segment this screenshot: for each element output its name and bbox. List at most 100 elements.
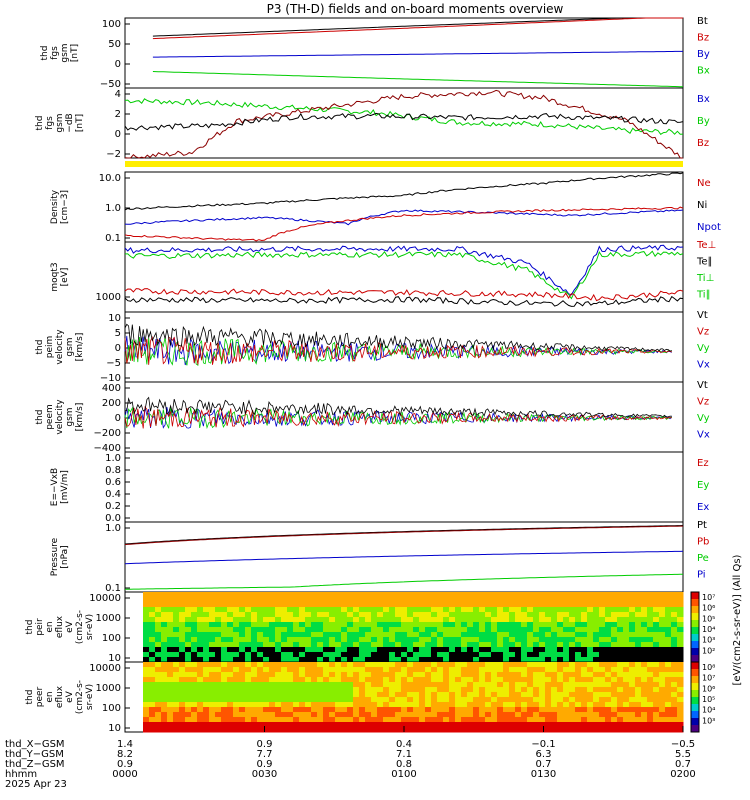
heatmap-cell: [467, 712, 474, 718]
heatmap-cell: [269, 642, 276, 648]
y-axis-label: thd: [35, 116, 45, 131]
heatmap-cell: [179, 657, 186, 663]
heatmap-cell: [353, 692, 360, 698]
heatmap-cell: [209, 647, 216, 653]
heatmap-cell: [227, 687, 234, 693]
heatmap-cell: [509, 707, 516, 713]
heatmap-cell: [149, 717, 156, 723]
heatmap-cell: [143, 692, 150, 698]
heatmap-cell: [395, 592, 402, 598]
heatmap-cell: [461, 617, 468, 623]
heatmap-cell: [251, 722, 258, 728]
heatmap-cell: [341, 707, 348, 713]
heatmap-cell: [377, 637, 384, 643]
heatmap-cell: [479, 597, 486, 603]
heatmap-cell: [527, 637, 534, 643]
heatmap-cell: [527, 612, 534, 618]
heatmap-cell: [491, 637, 498, 643]
heatmap-cell: [221, 632, 228, 638]
heatmap-cell: [455, 602, 462, 608]
heatmap-cell: [665, 702, 672, 708]
series-line: [152, 71, 684, 88]
heatmap-cell: [161, 612, 168, 618]
heatmap-cell: [347, 617, 354, 623]
heatmap-cell: [533, 632, 540, 638]
heatmap-cell: [269, 727, 276, 733]
heatmap-cell: [425, 677, 432, 683]
heatmap-cell: [281, 722, 288, 728]
heatmap-cell: [257, 652, 264, 658]
heatmap-cell: [389, 692, 396, 698]
heatmap-cell: [143, 682, 150, 688]
heatmap-cell: [251, 602, 258, 608]
heatmap-cell: [407, 697, 414, 703]
heatmap-cell: [611, 722, 618, 728]
heatmap-cell: [347, 702, 354, 708]
heatmap-cell: [467, 667, 474, 673]
heatmap-cell: [329, 652, 336, 658]
heatmap-cell: [245, 667, 252, 673]
heatmap-cell: [527, 592, 534, 598]
heatmap-cell: [641, 627, 648, 633]
heatmap-cell: [563, 702, 570, 708]
heatmap-cell: [227, 612, 234, 618]
heatmap-cell: [431, 672, 438, 678]
heatmap-cell: [155, 702, 162, 708]
heatmap-cell: [581, 597, 588, 603]
y-axis-label: [eV]: [60, 268, 70, 287]
heatmap-cell: [275, 602, 282, 608]
y-tick-label: 10: [108, 723, 121, 734]
heatmap-cell: [437, 637, 444, 643]
heatmap-cell: [251, 682, 258, 688]
heatmap-cell: [551, 597, 558, 603]
heatmap-cell: [191, 672, 198, 678]
panel-frame: [124, 521, 684, 593]
heatmap-cell: [341, 617, 348, 623]
heatmap-cell: [389, 682, 396, 688]
heatmap-cell: [263, 642, 270, 648]
heatmap-cell: [377, 592, 384, 598]
heatmap-cell: [491, 597, 498, 603]
heatmap-cell: [155, 637, 162, 643]
heatmap-cell: [563, 707, 570, 713]
heatmap-cell: [143, 612, 150, 618]
heatmap-cell: [377, 712, 384, 718]
heatmap-cell: [485, 707, 492, 713]
y-tick-label: 10000: [89, 663, 121, 674]
heatmap-cell: [539, 652, 546, 658]
heatmap-cell: [557, 602, 564, 608]
heatmap-cell: [515, 662, 522, 668]
heatmap-cell: [545, 627, 552, 633]
legend-entry: Vy: [697, 343, 710, 354]
x-tick-label: 0000: [112, 769, 137, 780]
heatmap-cell: [305, 717, 312, 723]
heatmap-cell: [623, 687, 630, 693]
heatmap-cell: [239, 602, 246, 608]
heatmap-cell: [215, 592, 222, 598]
heatmap-cell: [473, 722, 480, 728]
colorbar-swatch: [691, 620, 699, 628]
heatmap-cell: [395, 672, 402, 678]
heatmap-cell: [293, 702, 300, 708]
heatmap-cell: [605, 652, 612, 658]
heatmap-cell: [611, 657, 618, 663]
heatmap-cell: [521, 727, 528, 733]
heatmap-cell: [455, 677, 462, 683]
heatmap-cell: [161, 667, 168, 673]
heatmap-cell: [371, 662, 378, 668]
heatmap-cell: [173, 637, 180, 643]
heatmap-cell: [551, 692, 558, 698]
heatmap-cell: [611, 597, 618, 603]
heatmap-cell: [173, 692, 180, 698]
heatmap-cell: [509, 647, 516, 653]
heatmap-cell: [647, 697, 654, 703]
heatmap-cell: [629, 707, 636, 713]
heatmap-cell: [341, 692, 348, 698]
heatmap-cell: [335, 612, 342, 618]
heatmap-cell: [215, 722, 222, 728]
heatmap-cell: [449, 727, 456, 733]
heatmap-cell: [335, 712, 342, 718]
heatmap-cell: [623, 692, 630, 698]
